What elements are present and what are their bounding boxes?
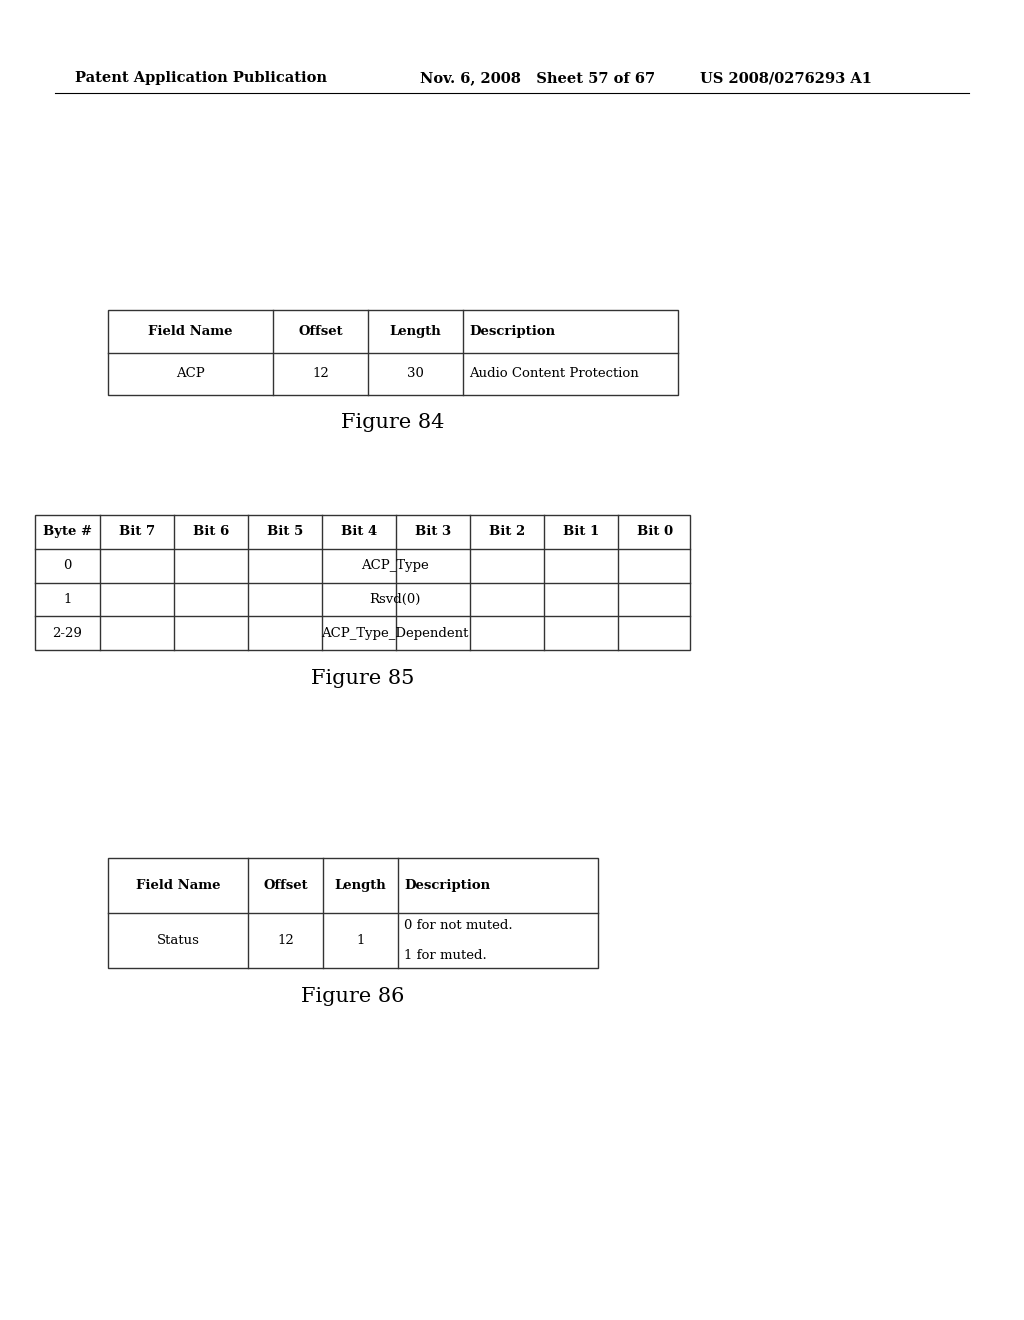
Text: Field Name: Field Name <box>148 325 232 338</box>
Text: Length: Length <box>335 879 386 892</box>
Text: 30: 30 <box>408 367 424 380</box>
Text: Audio Content Protection: Audio Content Protection <box>469 367 639 380</box>
Text: 0 for not muted.: 0 for not muted. <box>404 919 513 932</box>
Text: ACP: ACP <box>176 367 205 380</box>
Text: Bit 2: Bit 2 <box>488 525 525 539</box>
Text: 1: 1 <box>63 593 72 606</box>
Text: Bit 4: Bit 4 <box>341 525 377 539</box>
Text: 12: 12 <box>312 367 329 380</box>
Text: Status: Status <box>157 935 200 946</box>
Text: Bit 7: Bit 7 <box>119 525 155 539</box>
Bar <box>108 858 598 968</box>
Text: Offset: Offset <box>298 325 343 338</box>
Text: Description: Description <box>469 325 555 338</box>
Text: Figure 84: Figure 84 <box>341 413 444 433</box>
Text: Figure 86: Figure 86 <box>301 986 404 1006</box>
Text: 2-29: 2-29 <box>52 627 83 640</box>
Text: ACP_Type: ACP_Type <box>361 560 429 572</box>
Text: Rsvd(0): Rsvd(0) <box>370 593 421 606</box>
Text: Description: Description <box>404 879 490 892</box>
Text: 1 for muted.: 1 for muted. <box>404 949 486 962</box>
Text: US 2008/0276293 A1: US 2008/0276293 A1 <box>700 71 872 84</box>
Text: Nov. 6, 2008   Sheet 57 of 67: Nov. 6, 2008 Sheet 57 of 67 <box>420 71 655 84</box>
Text: Length: Length <box>389 325 441 338</box>
Text: Bit 0: Bit 0 <box>637 525 673 539</box>
Bar <box>108 310 678 395</box>
Text: Bit 3: Bit 3 <box>415 525 451 539</box>
Text: Bit 6: Bit 6 <box>193 525 229 539</box>
Text: Bit 5: Bit 5 <box>267 525 303 539</box>
Text: ACP_Type_Dependent: ACP_Type_Dependent <box>322 627 469 640</box>
Text: Patent Application Publication: Patent Application Publication <box>75 71 327 84</box>
Text: Field Name: Field Name <box>136 879 220 892</box>
Text: 0: 0 <box>63 560 72 572</box>
Text: Bit 1: Bit 1 <box>563 525 599 539</box>
Text: Byte #: Byte # <box>43 525 92 539</box>
Text: 1: 1 <box>356 935 365 946</box>
Text: Offset: Offset <box>263 879 308 892</box>
Bar <box>35 515 690 649</box>
Text: Figure 85: Figure 85 <box>311 668 414 688</box>
Text: 12: 12 <box>278 935 294 946</box>
